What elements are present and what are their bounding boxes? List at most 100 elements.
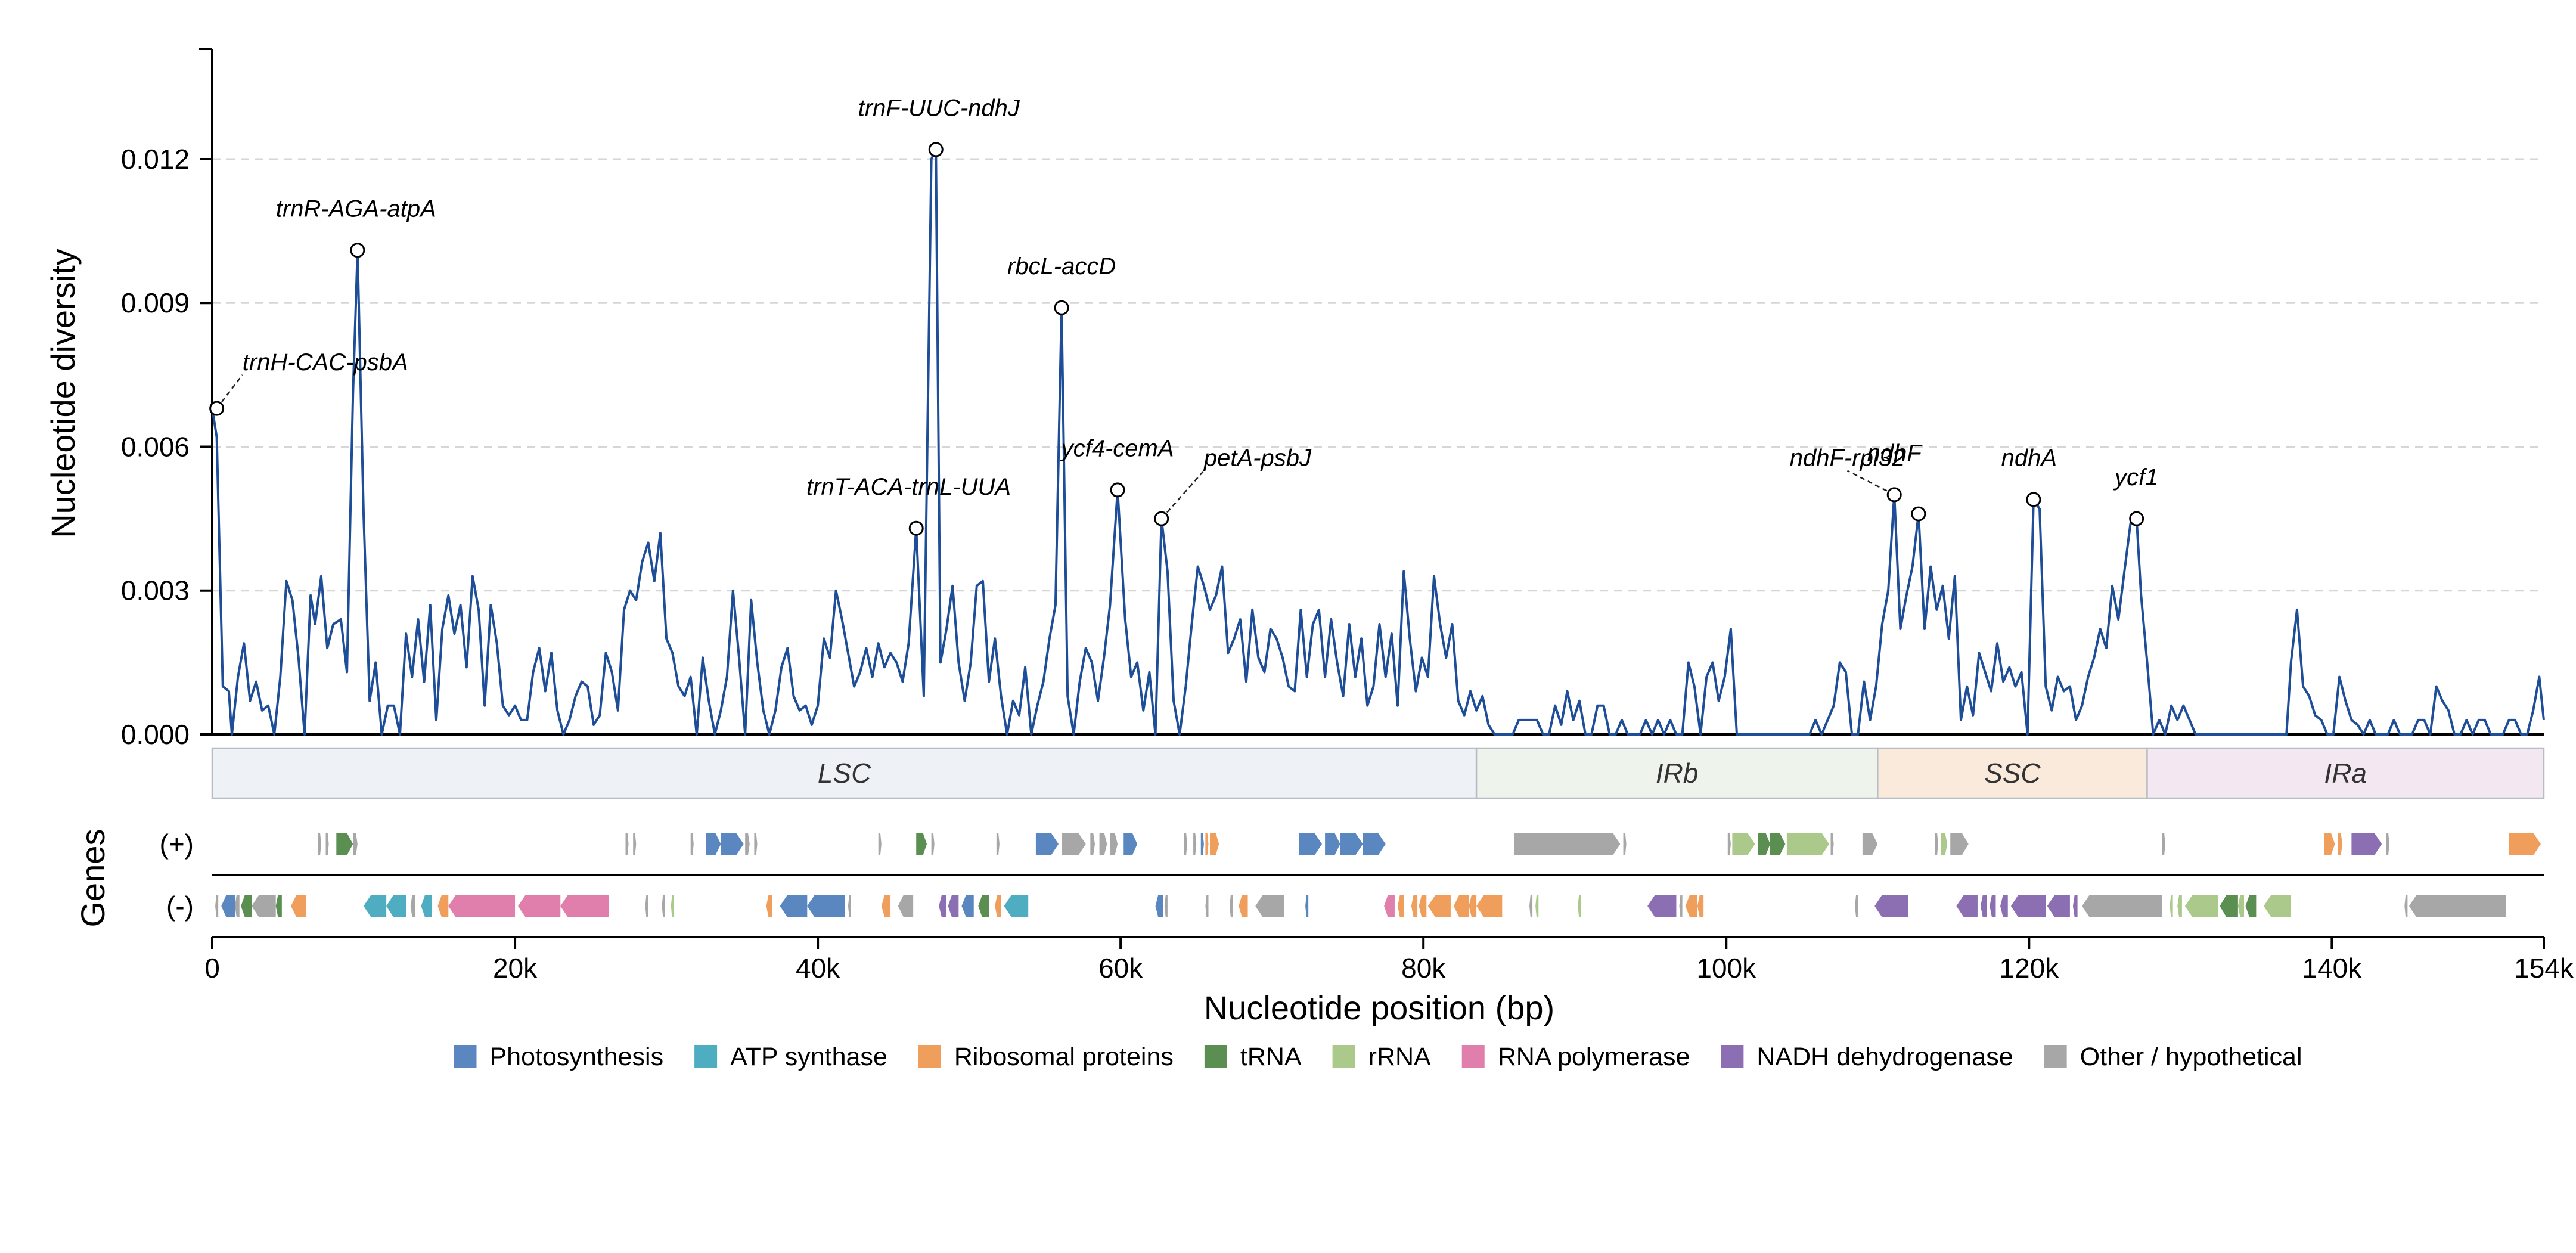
gene-feature <box>1299 833 1323 855</box>
x-tick-label: 80k <box>1401 953 1446 984</box>
gene-feature <box>1398 895 1404 917</box>
gene-feature <box>2245 895 2257 917</box>
gene-feature <box>353 833 358 855</box>
y-tick-label: 0.000 <box>121 719 190 750</box>
peak-marker <box>2129 511 2144 526</box>
gene-feature <box>645 895 648 917</box>
gene-feature <box>1578 895 1581 917</box>
x-tick-label: 140k <box>2302 953 2362 984</box>
gene-feature <box>1862 833 1878 855</box>
y-tick-label: 0.009 <box>121 287 190 318</box>
gene-feature <box>1210 833 1219 855</box>
gene-feature <box>961 895 974 917</box>
gene-feature <box>1193 833 1197 855</box>
y-tick-label: 0.003 <box>121 575 190 606</box>
gene-feature <box>2000 895 2008 917</box>
gene-feature <box>2509 833 2541 855</box>
gene-feature <box>1419 895 1427 917</box>
peak-marker <box>1110 482 1125 498</box>
peak-marker <box>2026 492 2041 507</box>
gene-feature <box>939 895 947 917</box>
gene-feature <box>2264 895 2291 917</box>
gene-feature <box>2409 895 2506 917</box>
gene-feature <box>2170 895 2173 917</box>
gene-feature <box>1184 833 1187 855</box>
x-axis-label: Nucleotide position (bp) <box>1204 989 1554 1026</box>
gene-feature <box>848 895 851 917</box>
gene-feature <box>1685 895 1697 917</box>
region-block <box>211 747 1478 799</box>
gene-tracks: (+) (-) <box>160 829 2544 922</box>
gene-feature <box>318 833 321 855</box>
gene-feature <box>1476 895 1503 917</box>
gene-feature <box>1981 895 1987 917</box>
gene-feature <box>1062 833 1086 855</box>
diversity-series <box>211 148 2545 736</box>
peak-label: trnF-UUC-ndhJ <box>858 95 1020 122</box>
x-tick-label: 0 <box>204 953 220 984</box>
region-bar: LSC IRb SSC IRa <box>211 747 2545 799</box>
strand-label: (+) <box>160 829 194 860</box>
x-tick-label: 40k <box>796 953 840 984</box>
peak-label: trnT-ACA-trnL-UUA <box>806 474 1011 500</box>
gene-feature <box>1679 895 1683 917</box>
gene-feature <box>881 895 891 917</box>
gene-feature <box>1340 833 1363 855</box>
legend-label: tRNA <box>1240 1043 1302 1071</box>
gene-feature <box>1529 895 1533 917</box>
gene-feature <box>1623 833 1627 855</box>
gene-feature <box>1727 833 1731 855</box>
gene-feature <box>1099 833 1107 855</box>
gene-feature <box>1454 895 1469 917</box>
gene-feature <box>437 895 449 917</box>
legend-swatch <box>1721 1045 1744 1068</box>
gene-feature <box>1363 833 1386 855</box>
gene-feature <box>1855 895 1858 917</box>
gene-feature <box>336 833 353 855</box>
x-tick-label: 120k <box>1999 953 2059 984</box>
legend-label: Other / hypothetical <box>2080 1043 2302 1071</box>
gene-feature <box>996 833 1000 855</box>
gene-feature <box>690 833 694 855</box>
gene-feature <box>2184 895 2218 917</box>
legend-swatch <box>694 1045 718 1068</box>
gene-feature <box>386 895 406 917</box>
gene-feature <box>1200 833 1204 855</box>
gene-feature <box>898 895 914 917</box>
annotation-leader <box>216 374 243 409</box>
gene-feature <box>2404 895 2408 917</box>
peak-annotations: trnH-CAC-psbA trnR-AGA-atpA trnT-ACA-trnL-… <box>209 95 2158 536</box>
y-axis-label: Nucleotide diversity <box>44 249 82 538</box>
y-tick-label: 0.006 <box>121 431 190 462</box>
gene-feature <box>1255 895 1284 917</box>
gene-feature <box>1205 895 1209 917</box>
gene-feature <box>2010 895 2046 917</box>
gene-feature <box>633 833 637 855</box>
gene-feature <box>518 895 561 917</box>
x-axis: 0 20k 40k 60k 80k 100k 120k 140k 154k <box>204 936 2574 984</box>
gene-feature <box>291 895 306 917</box>
peak-label: trnH-CAC-psbA <box>243 349 408 376</box>
gene-feature <box>1411 895 1418 917</box>
gene-feature <box>2237 895 2245 917</box>
gene-feature <box>410 895 415 917</box>
annotation-leader <box>1160 470 1205 519</box>
gene-feature <box>2177 895 2182 917</box>
gene-feature <box>721 833 744 855</box>
legend-swatch <box>454 1045 477 1068</box>
x-tick-label: 60k <box>1098 953 1143 984</box>
series-line <box>211 148 2545 736</box>
horizontal-gridlines <box>212 158 2544 592</box>
gene-feature <box>1325 833 1340 855</box>
peak-marker <box>209 401 225 416</box>
gene-feature <box>995 895 1001 917</box>
gene-feature <box>807 895 845 917</box>
gene-feature <box>1647 895 1677 917</box>
gene-feature <box>2082 895 2162 917</box>
legend-swatch <box>1204 1045 1227 1068</box>
gene-feature <box>1230 895 1233 917</box>
gene-feature <box>1239 895 1248 917</box>
gene-feature <box>325 833 329 855</box>
gene-feature <box>662 895 665 917</box>
gene-feature <box>1305 895 1309 917</box>
